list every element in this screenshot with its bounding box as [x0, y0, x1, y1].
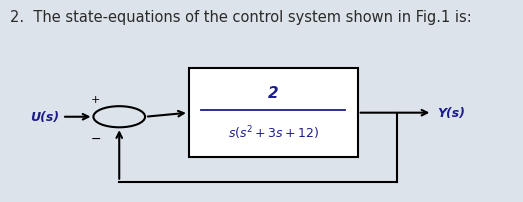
- Text: 2.  The state-equations of the control system shown in Fig.1 is:: 2. The state-equations of the control sy…: [10, 10, 472, 25]
- Bar: [189, 69, 358, 158]
- Text: $s(s^2+3s+12)$: $s(s^2+3s+12)$: [228, 124, 319, 141]
- Text: 2: 2: [268, 85, 279, 100]
- Text: −: −: [90, 133, 101, 146]
- Text: U(s): U(s): [30, 111, 59, 124]
- Text: +: +: [91, 95, 100, 105]
- Text: Y(s): Y(s): [437, 107, 465, 120]
